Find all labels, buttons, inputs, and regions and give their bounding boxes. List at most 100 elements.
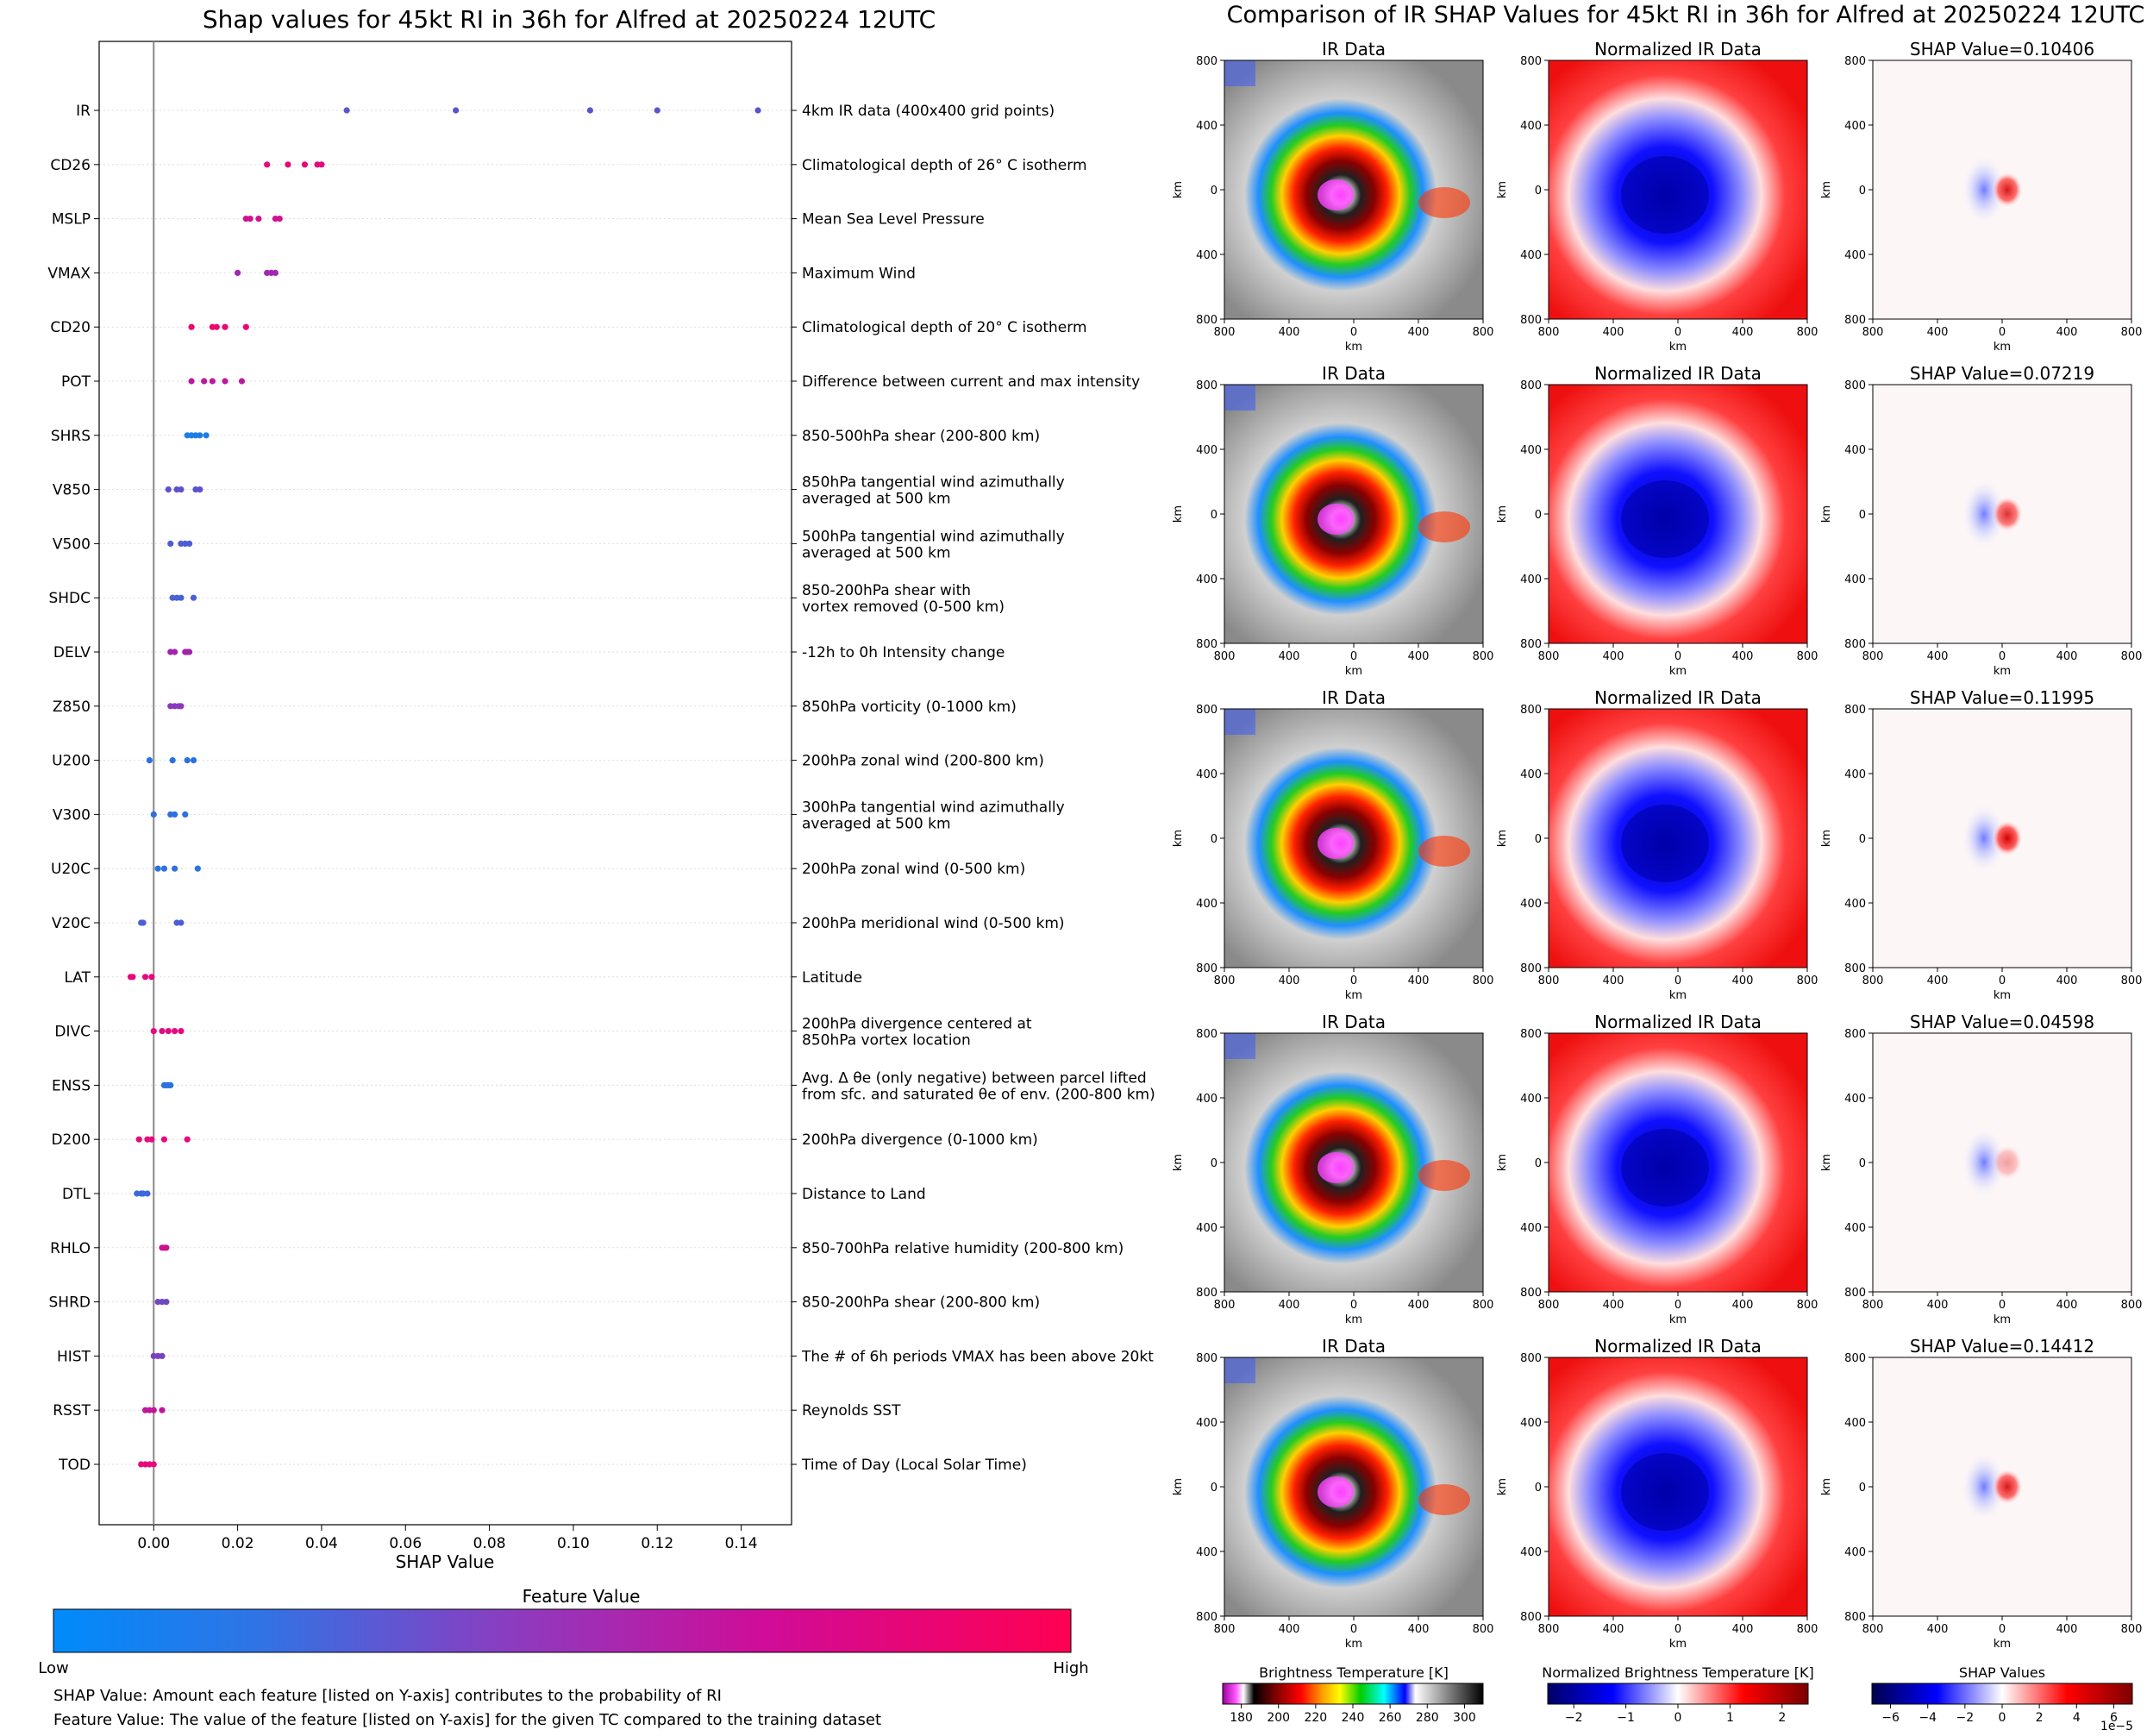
shap-colorbar-offset: 1e−5 — [2100, 1720, 2133, 1733]
positive-shap-area — [1992, 172, 2023, 208]
shap-point-lat — [148, 974, 155, 981]
panel-y-axis-label: km — [1172, 181, 1185, 198]
colorbar-tick-label: 280 — [1416, 1711, 1439, 1725]
panel-y-tick-label: 400 — [1520, 1222, 1542, 1235]
panel-x-tick-label: 800 — [1214, 975, 1236, 987]
panel-y-tick-label: 800 — [1196, 314, 1217, 327]
panel-y-tick-label: 400 — [1196, 1222, 1217, 1235]
panel-y-tick-label: 400 — [1196, 249, 1217, 262]
shap-point-dtl — [144, 1190, 151, 1197]
shap-point-divc — [150, 1028, 157, 1035]
panel-x-tick-label: 800 — [1473, 1623, 1494, 1636]
shap-panel-2: SHAP Value=0.072198008004004000040040080… — [1820, 363, 2142, 678]
panel-y-tick-label: 0 — [1859, 509, 1866, 522]
panel-y-tick-label: 0 — [1535, 833, 1542, 846]
shap-point-shdc — [190, 594, 197, 601]
feature-label-dtl: DTL — [62, 1186, 91, 1203]
feature-label-shdc: SHDC — [48, 590, 91, 607]
colorbar-tick-label: 180 — [1230, 1711, 1253, 1725]
shap-point-mslp — [276, 216, 283, 222]
shap-point-divc — [165, 1028, 172, 1035]
panel-x-tick-label: 400 — [1279, 326, 1300, 339]
feature-desc-shdc: 850-200hPa shear with — [802, 582, 971, 599]
panel-y-tick-label: 800 — [1520, 314, 1542, 327]
shap-point-v20c — [140, 919, 147, 926]
storm-core — [1318, 828, 1354, 859]
feature-label-hist: HIST — [57, 1348, 91, 1365]
panel-x-tick-label: 800 — [1538, 975, 1560, 987]
feature-label-v300: V300 — [53, 806, 91, 824]
cloud-band — [1224, 60, 1255, 86]
colorbar-tick-label: 2 — [1778, 1711, 1786, 1725]
panel-y-tick-label: 400 — [1520, 1093, 1542, 1106]
panel-x-tick-label: 400 — [1279, 1623, 1300, 1636]
convection-cell — [1418, 187, 1470, 218]
normalized-ir-panel-3: Normalized IR Data8008004004000040040080… — [1496, 687, 1818, 1002]
shap-point-shrd — [163, 1299, 170, 1306]
panel-y-tick-label: 400 — [1196, 768, 1217, 781]
convection-cell — [1418, 1160, 1470, 1191]
storm-core — [1318, 179, 1354, 210]
panel-y-tick-label: 400 — [1520, 1546, 1542, 1559]
feature-desc-z850: 850hPa vorticity (0-1000 km) — [802, 699, 1017, 716]
shap-panel-4: SHAP Value=0.045988008004004000040040080… — [1820, 1012, 2142, 1326]
panel-y-tick-label: 400 — [1196, 1093, 1217, 1106]
feature-desc-pot: Difference between current and max inten… — [802, 373, 1140, 391]
feature-desc-v500: 500hPa tangential wind azimuthally — [802, 528, 1065, 545]
shap-point-u20c — [154, 865, 161, 872]
panel-y-tick-label: 0 — [1859, 185, 1866, 197]
panel-y-tick-label: 0 — [1535, 1157, 1542, 1170]
panel-x-tick-label: 0 — [1674, 1623, 1681, 1636]
feature-label-d200: D200 — [51, 1131, 91, 1149]
panel-x-tick-label: 800 — [1862, 650, 1884, 663]
panel-title: IR Data — [1322, 1012, 1386, 1032]
feature-label-u20c: U20C — [51, 861, 91, 878]
feature-label-cd26: CD26 — [50, 157, 91, 174]
cloud-band — [1224, 1033, 1255, 1059]
shap-point-vmax — [235, 269, 241, 276]
panel-y-tick-label: 400 — [1844, 1546, 1866, 1559]
panel-y-tick-label: 400 — [1844, 1417, 1866, 1430]
panel-x-tick-label: 400 — [1732, 326, 1754, 339]
normalized-ir-panel-2: Normalized IR Data8008004004000040040080… — [1496, 363, 1818, 678]
panel-title: Normalized IR Data — [1594, 1012, 1762, 1032]
panel-y-tick-label: 0 — [1535, 509, 1542, 522]
normalized-ir-panel-1: Normalized IR Data8008004004000040040080… — [1496, 39, 1818, 354]
colorbar-tick-label: 300 — [1453, 1711, 1476, 1725]
brightness-colorbar-title: Brightness Temperature [K] — [1259, 1664, 1449, 1681]
panel-y-tick-label: 800 — [1844, 1287, 1866, 1300]
feature-descriptions: 4km IR data (400x400 grid points) Climato… — [792, 103, 1155, 1474]
panel-x-tick-label: 800 — [1862, 975, 1884, 987]
convection-cell — [1418, 511, 1470, 542]
feature-desc-u20c: 200hPa zonal wind (0-500 km) — [802, 861, 1025, 878]
shap-point-u200 — [184, 757, 191, 764]
feature-label-pot: POT — [61, 373, 91, 391]
panel-x-axis-label: km — [1994, 1638, 2011, 1651]
cold-core — [1621, 480, 1709, 558]
panel-x-tick-label: 0 — [1350, 1299, 1357, 1312]
shap-point-v20c — [178, 919, 185, 926]
colorbar-tick-label: 200 — [1267, 1711, 1290, 1725]
panel-x-tick-label: 0 — [1350, 650, 1357, 663]
feature-desc-vmax: Maximum Wind — [802, 265, 916, 282]
shap-point-u200 — [169, 757, 176, 764]
panel-y-tick-label: 400 — [1844, 444, 1866, 457]
panel-x-tick-label: 400 — [1927, 975, 1949, 987]
panel-x-axis-label: km — [1669, 1638, 1687, 1651]
panel-y-tick-label: 800 — [1844, 1352, 1866, 1365]
panel-y-tick-label: 800 — [1196, 1028, 1217, 1041]
panel-x-axis-label: km — [1345, 1313, 1362, 1326]
panel-y-tick-label: 800 — [1520, 1028, 1542, 1041]
panel-y-tick-label: 0 — [1859, 1157, 1866, 1170]
panel-x-tick-label: 400 — [1408, 975, 1430, 987]
panel-y-tick-label: 0 — [1535, 1482, 1542, 1495]
panel-y-tick-label: 400 — [1196, 1417, 1217, 1430]
shap-point-divc — [172, 1028, 178, 1035]
panel-y-tick-label: 400 — [1844, 898, 1866, 911]
panel-y-tick-label: 400 — [1196, 120, 1217, 133]
convection-cell — [1418, 1484, 1470, 1515]
panel-x-tick-label: 400 — [2056, 1623, 2078, 1636]
